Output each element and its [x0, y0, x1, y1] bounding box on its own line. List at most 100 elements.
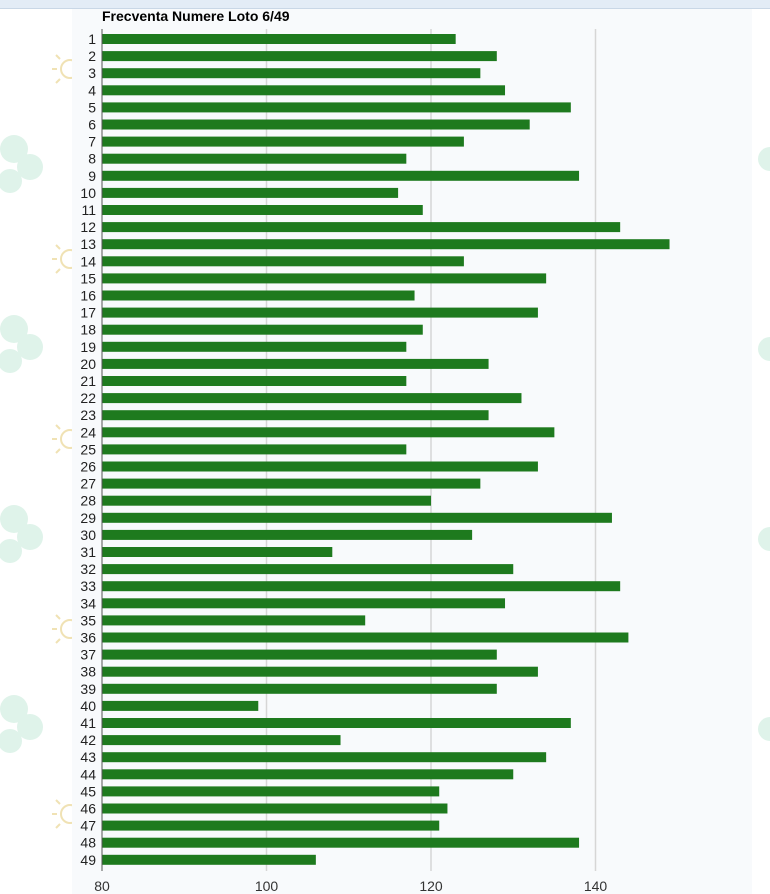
bar-number-26: [102, 461, 538, 472]
category-label: 21: [80, 373, 96, 389]
category-label: 10: [80, 185, 96, 201]
sun-icon: [52, 54, 72, 84]
bar-number-37: [102, 649, 497, 660]
sun-icon: [52, 614, 72, 644]
flower-icon: [0, 315, 43, 373]
category-label: 17: [80, 305, 96, 321]
category-label: 47: [80, 818, 96, 834]
bar-number-29: [102, 512, 612, 523]
category-label: 46: [80, 801, 96, 817]
category-label: 22: [80, 390, 96, 406]
bar-number-20: [102, 358, 489, 369]
category-label: 24: [80, 424, 96, 440]
category-label: 7: [88, 134, 96, 150]
category-label: 15: [80, 270, 96, 286]
bar-number-8: [102, 153, 407, 164]
category-label: 41: [80, 715, 96, 731]
sun-icon: [52, 799, 72, 829]
bar-number-11: [102, 205, 423, 215]
sun-icon: [52, 424, 72, 454]
category-label: 18: [80, 322, 96, 338]
category-label: 26: [80, 459, 96, 475]
category-label: 20: [80, 356, 96, 372]
bar-number-38: [102, 666, 538, 677]
category-label: 49: [80, 852, 96, 868]
flower-icon: [758, 147, 770, 741]
bar-number-30: [102, 529, 473, 540]
bar-number-4: [102, 85, 506, 96]
category-label: 5: [88, 99, 96, 115]
bar-number-35: [102, 615, 366, 626]
bar-number-10: [102, 187, 399, 198]
bar-number-21: [102, 376, 407, 386]
decoration-svg-left: [0, 54, 72, 829]
bar-number-33: [102, 581, 621, 592]
bar-number-12: [102, 222, 621, 233]
category-label: 1: [88, 31, 96, 47]
category-label: 28: [80, 493, 96, 509]
category-label: 44: [80, 766, 96, 782]
background-decoration-left: [0, 9, 72, 894]
bar-number-14: [102, 256, 464, 267]
category-label: 9: [88, 168, 96, 184]
bar-number-48: [102, 837, 580, 848]
bar-number-17: [102, 307, 538, 318]
sun-icon: [52, 244, 72, 274]
bar-number-42: [102, 735, 341, 746]
category-label: 42: [80, 732, 96, 748]
category-label: 25: [80, 441, 96, 457]
bar-number-46: [102, 803, 448, 814]
category-label: 43: [80, 749, 96, 765]
x-tick-label: 120: [419, 878, 443, 894]
category-labels: 1234567891011121314151617181920212223242…: [80, 31, 96, 868]
category-label: 11: [81, 202, 96, 218]
chart-title: Frecventa Numere Loto 6/49: [102, 9, 290, 24]
x-tick-label: 140: [584, 878, 608, 894]
bar-number-3: [102, 68, 481, 79]
bar-number-49: [102, 854, 316, 865]
category-label: 33: [80, 578, 96, 594]
flower-icon: [0, 505, 43, 563]
bar-number-22: [102, 393, 522, 404]
bar-number-5: [102, 102, 571, 113]
bar-number-41: [102, 718, 571, 728]
category-label: 38: [80, 664, 96, 680]
bar-number-16: [102, 290, 415, 301]
bar-number-34: [102, 598, 506, 609]
chart-panel: Frecventa Numere Loto 6/49 1 2 3 4 5 6 7 8 9 10 11…: [72, 9, 752, 894]
category-label: 29: [80, 510, 96, 526]
bar-number-43: [102, 752, 547, 763]
x-tick-label: 100: [255, 878, 279, 894]
bar-number-45: [102, 786, 440, 797]
bar-chart: Frecventa Numere Loto 6/49 1234567891011…: [80, 9, 670, 894]
bar-number-15: [102, 273, 547, 284]
x-tick-label: 80: [94, 878, 110, 894]
bar-number-28: [102, 495, 431, 506]
category-label: 45: [80, 783, 96, 799]
category-label: 39: [80, 681, 96, 697]
bar-number-9: [102, 170, 580, 181]
category-label: 8: [88, 151, 96, 167]
category-label: 37: [80, 647, 96, 663]
flower-icon: [0, 135, 43, 193]
bar-number-19: [102, 341, 407, 352]
bar-number-47: [102, 820, 440, 831]
category-label: 48: [80, 835, 96, 851]
x-axis-ticks: 80 100 120 140: [94, 878, 607, 894]
category-label: 4: [88, 82, 96, 98]
category-label: 13: [80, 236, 96, 252]
category-label: 3: [88, 65, 96, 81]
bar-number-36: [102, 632, 629, 643]
category-label: 27: [80, 476, 96, 492]
category-label: 40: [80, 698, 96, 714]
flower-icon: [0, 695, 43, 753]
decoration-svg-right: [758, 147, 770, 741]
bar-number-2: [102, 51, 497, 62]
category-label: 2: [88, 48, 96, 64]
category-label: 35: [80, 612, 96, 628]
category-label: 14: [80, 253, 96, 269]
category-label: 36: [80, 630, 96, 646]
bars: [102, 34, 670, 865]
category-label: 30: [80, 527, 96, 543]
bar-number-31: [102, 547, 333, 557]
